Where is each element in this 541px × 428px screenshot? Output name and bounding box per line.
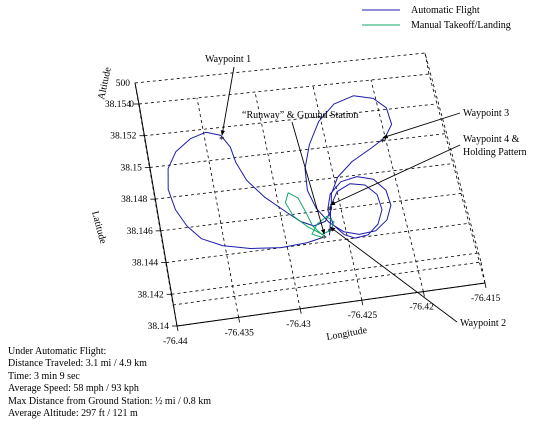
- grid-line-longitude: [254, 91, 301, 309]
- annotation-arrow-wp3: [382, 112, 461, 139]
- longitude-tick-label: -76.435: [225, 328, 255, 338]
- longitude-axis: [176, 282, 486, 327]
- grid-line-longitude: [428, 73, 486, 284]
- altitude-axis-label: Altitude: [96, 66, 114, 101]
- longitude-tick-label: -76.415: [471, 294, 501, 304]
- longitude-tick: [484, 282, 487, 289]
- stats-altitude: Average Altitude: 297 ft / 121 m: [8, 408, 138, 420]
- legend: Automatic Flight Manual Takeoff/Landing: [362, 5, 511, 31]
- grid-line-longitude: [196, 97, 239, 318]
- latitude-axis: [138, 103, 178, 327]
- annotation-wp2: Waypoint 2: [460, 318, 506, 329]
- annotation-arrow-runway: [291, 121, 326, 235]
- waypoint-marker-wp1: *: [219, 134, 225, 146]
- annotations: Waypoint 1 “Runway” & Ground Station Waypo…: [205, 54, 527, 329]
- stats-max-distance: Max Distance from Ground Station: ½ mi /…: [8, 395, 212, 407]
- waypoint-marker-wp2: *: [327, 226, 333, 238]
- series-automatic-flight: [167, 95, 393, 249]
- grid-line-latitude: [171, 252, 478, 295]
- longitude-axis-label: Longitude: [326, 325, 369, 343]
- grid-line-latitude: [160, 193, 462, 232]
- altitude-tick-label: 500: [116, 79, 131, 89]
- longitude-tick: [176, 325, 179, 332]
- grid-line-longitude: [312, 85, 363, 301]
- flight-statistics: Under Automatic Flight: Distance Travele…: [8, 346, 211, 420]
- legend-label-manual: Manual Takeoff/Landing: [411, 20, 511, 31]
- longitude-tick-label: -76.425: [348, 311, 378, 321]
- stats-distance: Distance Traveled: 3.1 mi / 4.9 km: [8, 358, 147, 370]
- longitude-tick: [299, 308, 302, 314]
- altitude-tick-label: 0: [129, 100, 134, 110]
- stats-heading: Under Automatic Flight:: [8, 346, 107, 357]
- latitude-tick-label: 38.148: [121, 195, 147, 205]
- annotation-wp1: Waypoint 1: [205, 54, 251, 65]
- longitude-tick: [238, 317, 240, 323]
- grid-line-latitude: [144, 103, 438, 137]
- latitude-tick-label: 38.152: [110, 132, 136, 142]
- latitude-tick-label: 38.144: [132, 259, 158, 269]
- latitude-tick-label: 38.146: [127, 227, 153, 237]
- grid-line-vertical: [424, 52, 430, 75]
- grid-lines: [134, 52, 486, 327]
- grid-line-vertical: [480, 261, 486, 284]
- waypoint-markers: *****: [219, 134, 385, 245]
- longitude-tick: [423, 291, 425, 297]
- waypoint-marker-wp3: *: [380, 137, 386, 149]
- annotation-wp4b: Holding Pattern: [463, 147, 527, 158]
- tick-labels: -76.44 -76.435 -76.43 -76.425 -76.42 -76.415 3…: [105, 79, 501, 347]
- grid-line-latitude: [138, 73, 430, 105]
- latitude-tick-label: 38.154: [105, 100, 131, 110]
- annotation-arrow-wp1: [220, 66, 235, 136]
- altitude-axis: [134, 82, 140, 105]
- latitude-tick-label: 38.142: [137, 290, 163, 300]
- longitude-tick: [361, 300, 364, 306]
- stats-time: Time: 3 min 9 sec: [8, 370, 80, 382]
- longitude-tick-label: -76.44: [163, 337, 188, 347]
- grid-line-latitude: [155, 163, 454, 200]
- waypoint-marker-wp4a: *: [327, 204, 333, 216]
- waypoint-marker-runway: *: [321, 233, 327, 245]
- annotation-runway: “Runway” & Ground Station: [242, 110, 358, 121]
- legend-label-automatic: Automatic Flight: [411, 5, 480, 16]
- latitude-tick-label: 38.14: [148, 322, 170, 332]
- latitude-tick-label: 38.15: [120, 163, 142, 173]
- grid-line-latitude: [149, 133, 446, 168]
- latitude-axis-label: Latitude: [89, 210, 108, 246]
- grid-line-longitude: [370, 79, 424, 292]
- annotation-arrow-wp4a: [329, 144, 461, 206]
- annotation-wp4a: Waypoint 4 &: [463, 134, 520, 145]
- longitude-tick-label: -76.42: [409, 303, 434, 313]
- axes-frame: [134, 82, 486, 327]
- stats-speed: Average Speed: 58 mph / 93 kph: [8, 383, 139, 395]
- grid-line-latitude: [166, 222, 470, 263]
- annotation-arrow-wp2: [329, 226, 458, 323]
- longitude-tick-label: -76.43: [286, 320, 311, 330]
- annotation-wp3: Waypoint 3: [463, 108, 509, 119]
